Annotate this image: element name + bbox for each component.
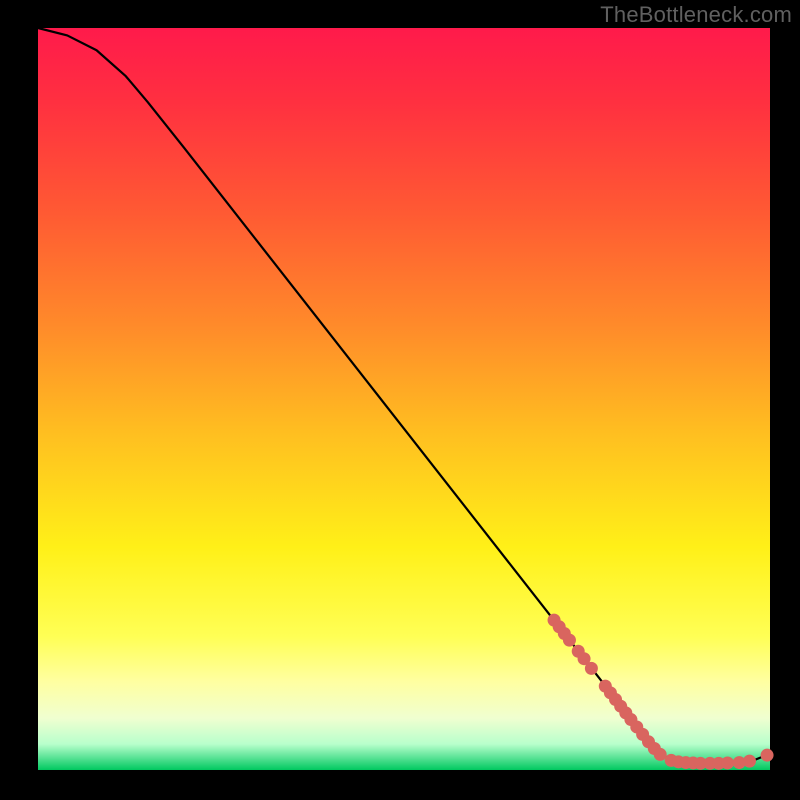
chart-frame: TheBottleneck.com [0, 0, 800, 800]
plot-background [38, 28, 770, 770]
data-marker [721, 756, 734, 769]
data-marker [761, 749, 774, 762]
bottleneck-chart [0, 0, 800, 800]
data-marker [585, 662, 598, 675]
data-marker [743, 755, 756, 768]
data-marker [654, 748, 667, 761]
data-marker [563, 634, 576, 647]
